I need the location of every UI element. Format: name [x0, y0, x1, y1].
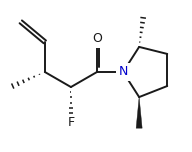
Text: F: F [67, 116, 74, 129]
Text: N: N [118, 66, 128, 78]
Polygon shape [136, 97, 142, 128]
Text: O: O [92, 32, 102, 45]
